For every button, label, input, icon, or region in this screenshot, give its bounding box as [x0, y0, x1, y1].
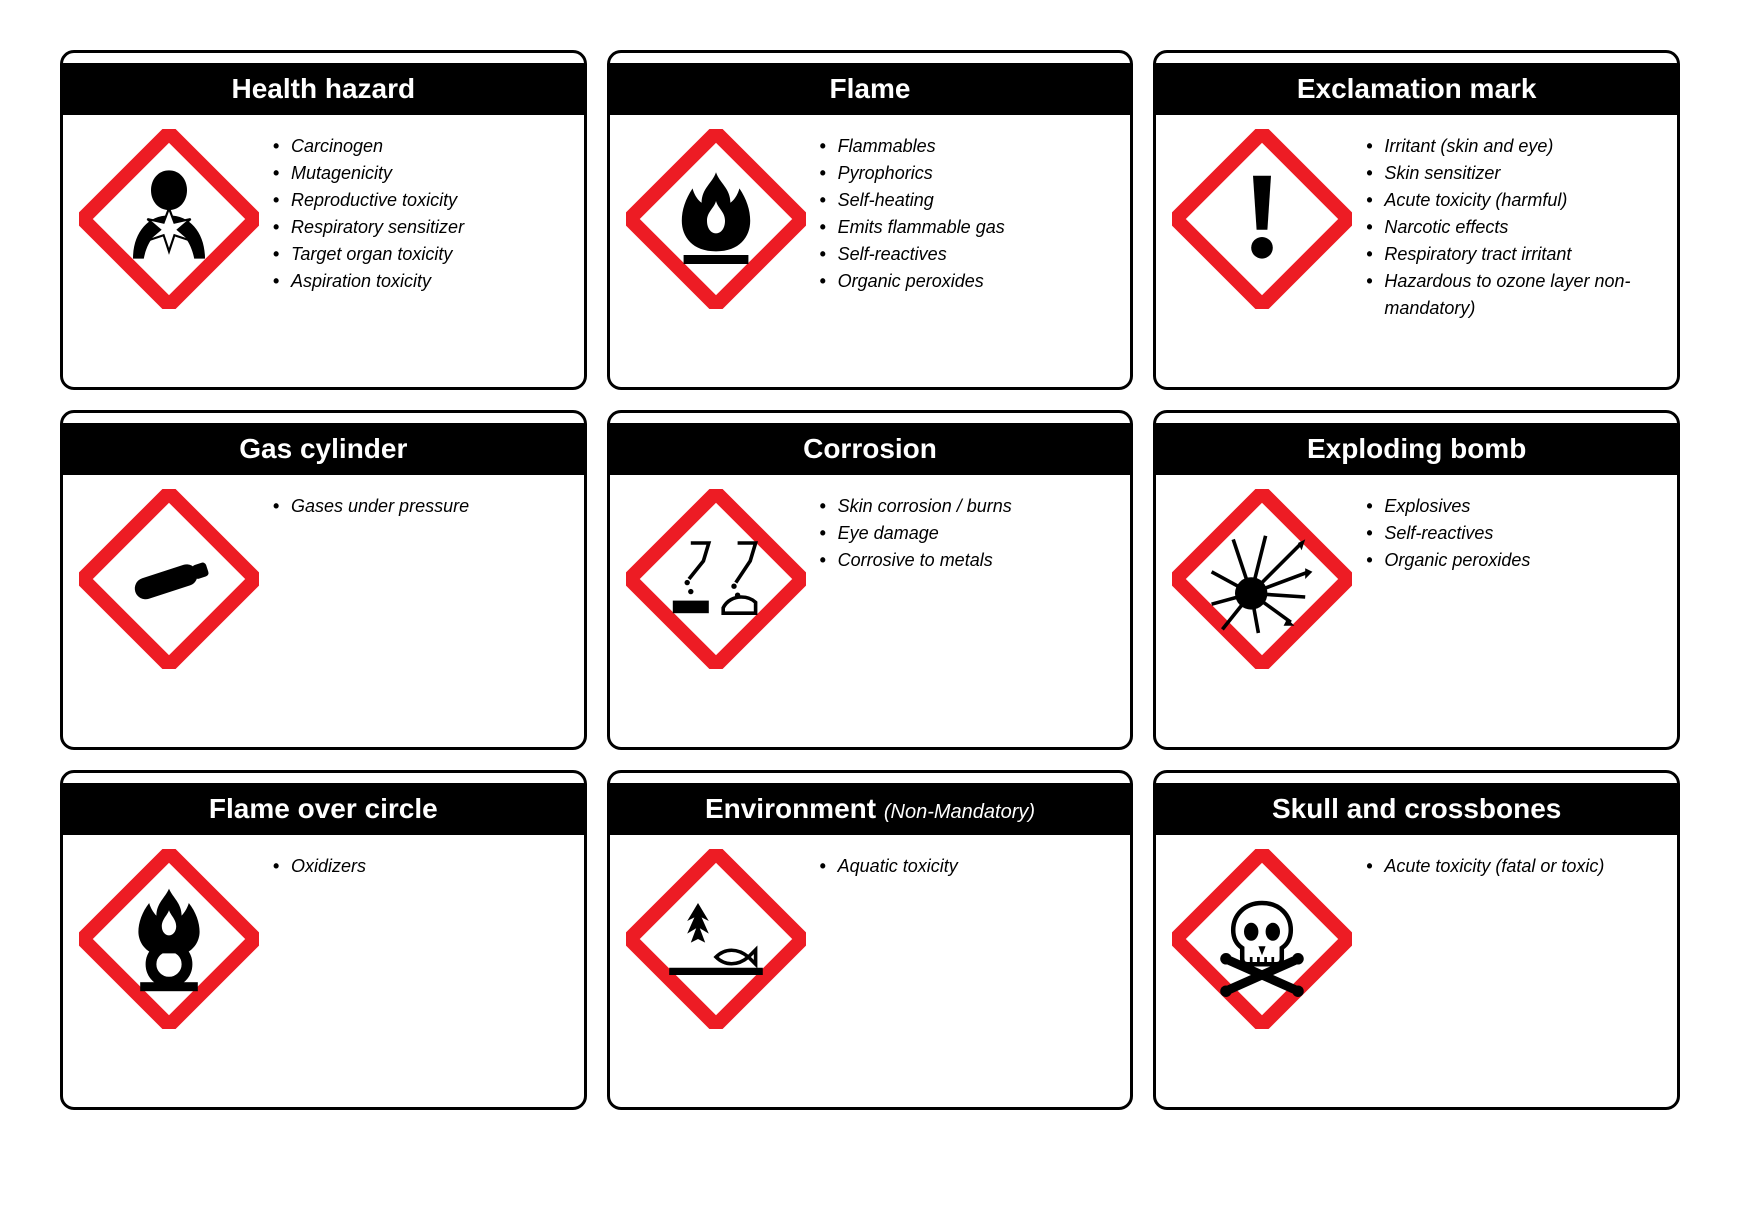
card-body: CarcinogenMutagenicityReproductive toxic…: [63, 115, 584, 387]
hazard-card: Flame FlammablesPyrophoricsSelf-heatingEm…: [607, 50, 1134, 390]
hazard-item: Hazardous to ozone layer non-mandatory): [1366, 268, 1661, 322]
card-title: Environment: [705, 793, 876, 824]
card-title: Flame over circle: [209, 793, 438, 824]
card-header: Gas cylinder: [63, 423, 584, 475]
hazard-item: Pyrophorics: [820, 160, 1115, 187]
hazard-card: Flame over circle Oxidizers: [60, 770, 587, 1110]
card-body: FlammablesPyrophoricsSelf-heatingEmits f…: [610, 115, 1131, 387]
hazard-item: Respiratory sensitizer: [273, 214, 568, 241]
hazard-item: Mutagenicity: [273, 160, 568, 187]
hazard-card: Gas cylinder Gases under pressure: [60, 410, 587, 750]
hazard-item: Skin corrosion / burns: [820, 493, 1115, 520]
card-header: Corrosion: [610, 423, 1131, 475]
hazard-list: Oxidizers: [273, 849, 568, 1089]
hazard-card: Environment (Non-Mandatory) Aquatic toxic…: [607, 770, 1134, 1110]
card-body: Oxidizers: [63, 835, 584, 1107]
card-body: Skin corrosion / burnsEye damageCorrosiv…: [610, 475, 1131, 747]
card-header: Exclamation mark: [1156, 63, 1677, 115]
hazard-item: Narcotic effects: [1366, 214, 1661, 241]
hazard-item: Acute toxicity (harmful): [1366, 187, 1661, 214]
hazard-card: Exploding bomb ExplosivesSelf-reactivesOr…: [1153, 410, 1680, 750]
exclamation-icon: [1172, 129, 1352, 309]
hazard-item: Eye damage: [820, 520, 1115, 547]
card-body: Irritant (skin and eye)Skin sensitizerAc…: [1156, 115, 1677, 387]
gas-cylinder-icon: [79, 489, 259, 669]
card-body: Aquatic toxicity: [610, 835, 1131, 1107]
hazard-item: Organic peroxides: [820, 268, 1115, 295]
card-subtitle: (Non-Mandatory): [884, 801, 1035, 823]
card-header: Skull and crossbones: [1156, 783, 1677, 835]
hazard-item: Gases under pressure: [273, 493, 568, 520]
hazard-item: Self-reactives: [820, 241, 1115, 268]
hazard-item: Emits flammable gas: [820, 214, 1115, 241]
card-title: Gas cylinder: [239, 433, 407, 464]
hazard-item: Oxidizers: [273, 853, 568, 880]
hazard-list: Skin corrosion / burnsEye damageCorrosiv…: [820, 489, 1115, 729]
card-body: ExplosivesSelf-reactivesOrganic peroxide…: [1156, 475, 1677, 747]
hazard-item: Organic peroxides: [1366, 547, 1661, 574]
flame-over-circle-icon: [79, 849, 259, 1029]
hazard-list: FlammablesPyrophoricsSelf-heatingEmits f…: [820, 129, 1115, 369]
hazard-item: Carcinogen: [273, 133, 568, 160]
card-body: Gases under pressure: [63, 475, 584, 747]
card-title: Flame: [830, 73, 911, 104]
hazard-item: Flammables: [820, 133, 1115, 160]
hazard-card: Health hazard CarcinogenMutagenicityRepro…: [60, 50, 587, 390]
hazard-list: ExplosivesSelf-reactivesOrganic peroxide…: [1366, 489, 1661, 729]
hazard-item: Acute toxicity (fatal or toxic): [1366, 853, 1661, 880]
hazard-item: Skin sensitizer: [1366, 160, 1661, 187]
card-body: Acute toxicity (fatal or toxic): [1156, 835, 1677, 1107]
card-title: Exploding bomb: [1307, 433, 1526, 464]
card-header: Flame: [610, 63, 1131, 115]
flame-icon: [626, 129, 806, 309]
hazard-item: Self-reactives: [1366, 520, 1661, 547]
card-title: Corrosion: [803, 433, 937, 464]
card-header: Exploding bomb: [1156, 423, 1677, 475]
card-header: Environment (Non-Mandatory): [610, 783, 1131, 835]
card-title: Health hazard: [232, 73, 416, 104]
corrosion-icon: [626, 489, 806, 669]
hazard-list: Acute toxicity (fatal or toxic): [1366, 849, 1661, 1089]
hazard-card: Corrosion Skin corrosion / burnsEye damag…: [607, 410, 1134, 750]
hazard-card: Exclamation mark Irritant (skin and eye)S…: [1153, 50, 1680, 390]
hazard-item: Target organ toxicity: [273, 241, 568, 268]
environment-icon: [626, 849, 806, 1029]
hazard-item: Irritant (skin and eye): [1366, 133, 1661, 160]
hazard-list: Aquatic toxicity: [820, 849, 1115, 1089]
hazard-list: Gases under pressure: [273, 489, 568, 729]
card-title: Exclamation mark: [1297, 73, 1537, 104]
hazard-item: Explosives: [1366, 493, 1661, 520]
exploding-bomb-icon: [1172, 489, 1352, 669]
card-header: Flame over circle: [63, 783, 584, 835]
hazard-item: Aspiration toxicity: [273, 268, 568, 295]
hazard-item: Self-heating: [820, 187, 1115, 214]
hazard-item: Corrosive to metals: [820, 547, 1115, 574]
hazard-item: Respiratory tract irritant: [1366, 241, 1661, 268]
card-header: Health hazard: [63, 63, 584, 115]
skull-crossbones-icon: [1172, 849, 1352, 1029]
pictogram-grid: Health hazard CarcinogenMutagenicityRepro…: [60, 50, 1680, 1110]
hazard-card: Skull and crossbones Acute toxicity (fata…: [1153, 770, 1680, 1110]
hazard-item: Reproductive toxicity: [273, 187, 568, 214]
health-hazard-icon: [79, 129, 259, 309]
hazard-list: Irritant (skin and eye)Skin sensitizerAc…: [1366, 129, 1661, 369]
hazard-list: CarcinogenMutagenicityReproductive toxic…: [273, 129, 568, 369]
card-title: Skull and crossbones: [1272, 793, 1561, 824]
hazard-item: Aquatic toxicity: [820, 853, 1115, 880]
